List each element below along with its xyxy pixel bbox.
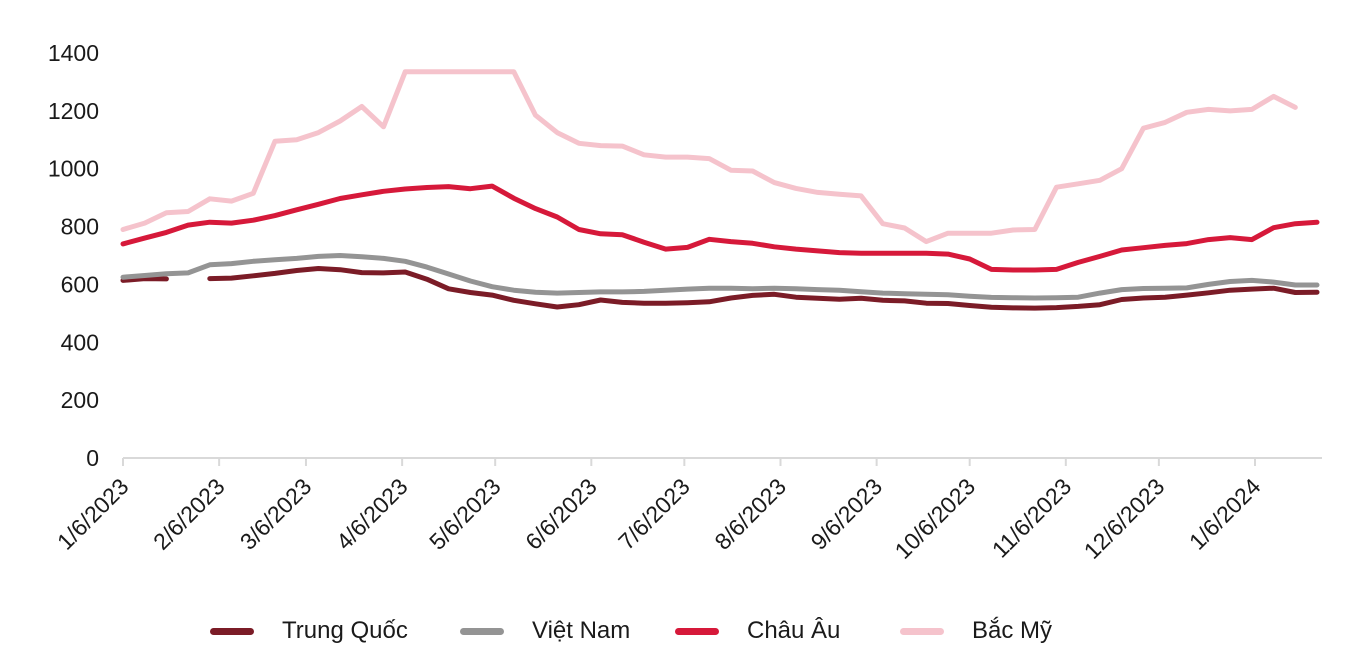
x-tick-label: 7/6/2023: [613, 473, 695, 555]
legend-item-viet-nam: Việt Nam: [460, 616, 630, 646]
x-tick-label: 11/6/2023: [987, 473, 1077, 563]
y-tick-label: 1000: [48, 156, 99, 182]
y-tick-label: 600: [61, 271, 99, 297]
y-tick-label: 200: [61, 387, 99, 413]
chart-legend: Trung Quốc Việt Nam Châu Âu Bắc Mỹ: [0, 616, 1352, 652]
legend-swatch-viet-nam: [460, 627, 504, 635]
x-tick-label: 5/6/2023: [424, 473, 506, 555]
series-line-trung-quoc: [120, 276, 169, 283]
series-line-chau-au: [120, 183, 1320, 273]
y-tick-label: 1400: [48, 40, 99, 66]
legend-label-chau-au: Châu Âu: [747, 617, 841, 644]
legend-swatch-bac-my: [900, 627, 944, 635]
x-tick-label: 6/6/2023: [520, 473, 602, 555]
series-line-trung-quoc: [207, 266, 1320, 311]
x-tick-label: 3/6/2023: [235, 473, 317, 555]
x-axis: [122, 457, 1322, 466]
y-tick-label: 800: [61, 214, 99, 240]
series-line-viet-nam: [120, 253, 1320, 301]
legend-item-bac-my: Bắc Mỹ: [900, 616, 1052, 646]
x-tick-label: 1/6/2023: [52, 473, 134, 555]
series-lines: [120, 69, 1320, 311]
legend-label-viet-nam: Việt Nam: [532, 617, 631, 644]
legend-item-chau-au: Châu Âu: [675, 616, 840, 646]
x-tick-label: 4/6/2023: [331, 473, 413, 555]
legend-swatch-chau-au: [675, 627, 719, 635]
legend-label-trung-quoc: Trung Quốc: [282, 617, 408, 644]
y-tick-label: 400: [61, 329, 99, 355]
x-tick-label: 9/6/2023: [805, 473, 887, 555]
y-tick-label: 0: [86, 445, 99, 471]
x-tick-label: 12/6/2023: [1079, 473, 1170, 564]
legend-item-trung-quoc: Trung Quốc: [210, 616, 408, 646]
legend-label-bac-my: Bắc Mỹ: [972, 617, 1053, 644]
x-tick-label: 10/6/2023: [889, 473, 980, 564]
y-tick-label: 1200: [48, 98, 99, 124]
x-tick-label: 8/6/2023: [709, 473, 791, 555]
x-axis-labels: 1/6/2023 2/6/2023 3/6/2023 4/6/2023 5/6/2023…: [52, 473, 1266, 564]
x-tick-label: 2/6/2023: [148, 473, 230, 555]
x-tick-label: 1/6/2024: [1184, 473, 1266, 555]
series-line-bac-my: [120, 69, 1298, 245]
y-axis-labels: 0 200 400 600 800 1000 1200 1400: [48, 40, 99, 471]
legend-swatch-trung-quoc: [210, 627, 254, 635]
